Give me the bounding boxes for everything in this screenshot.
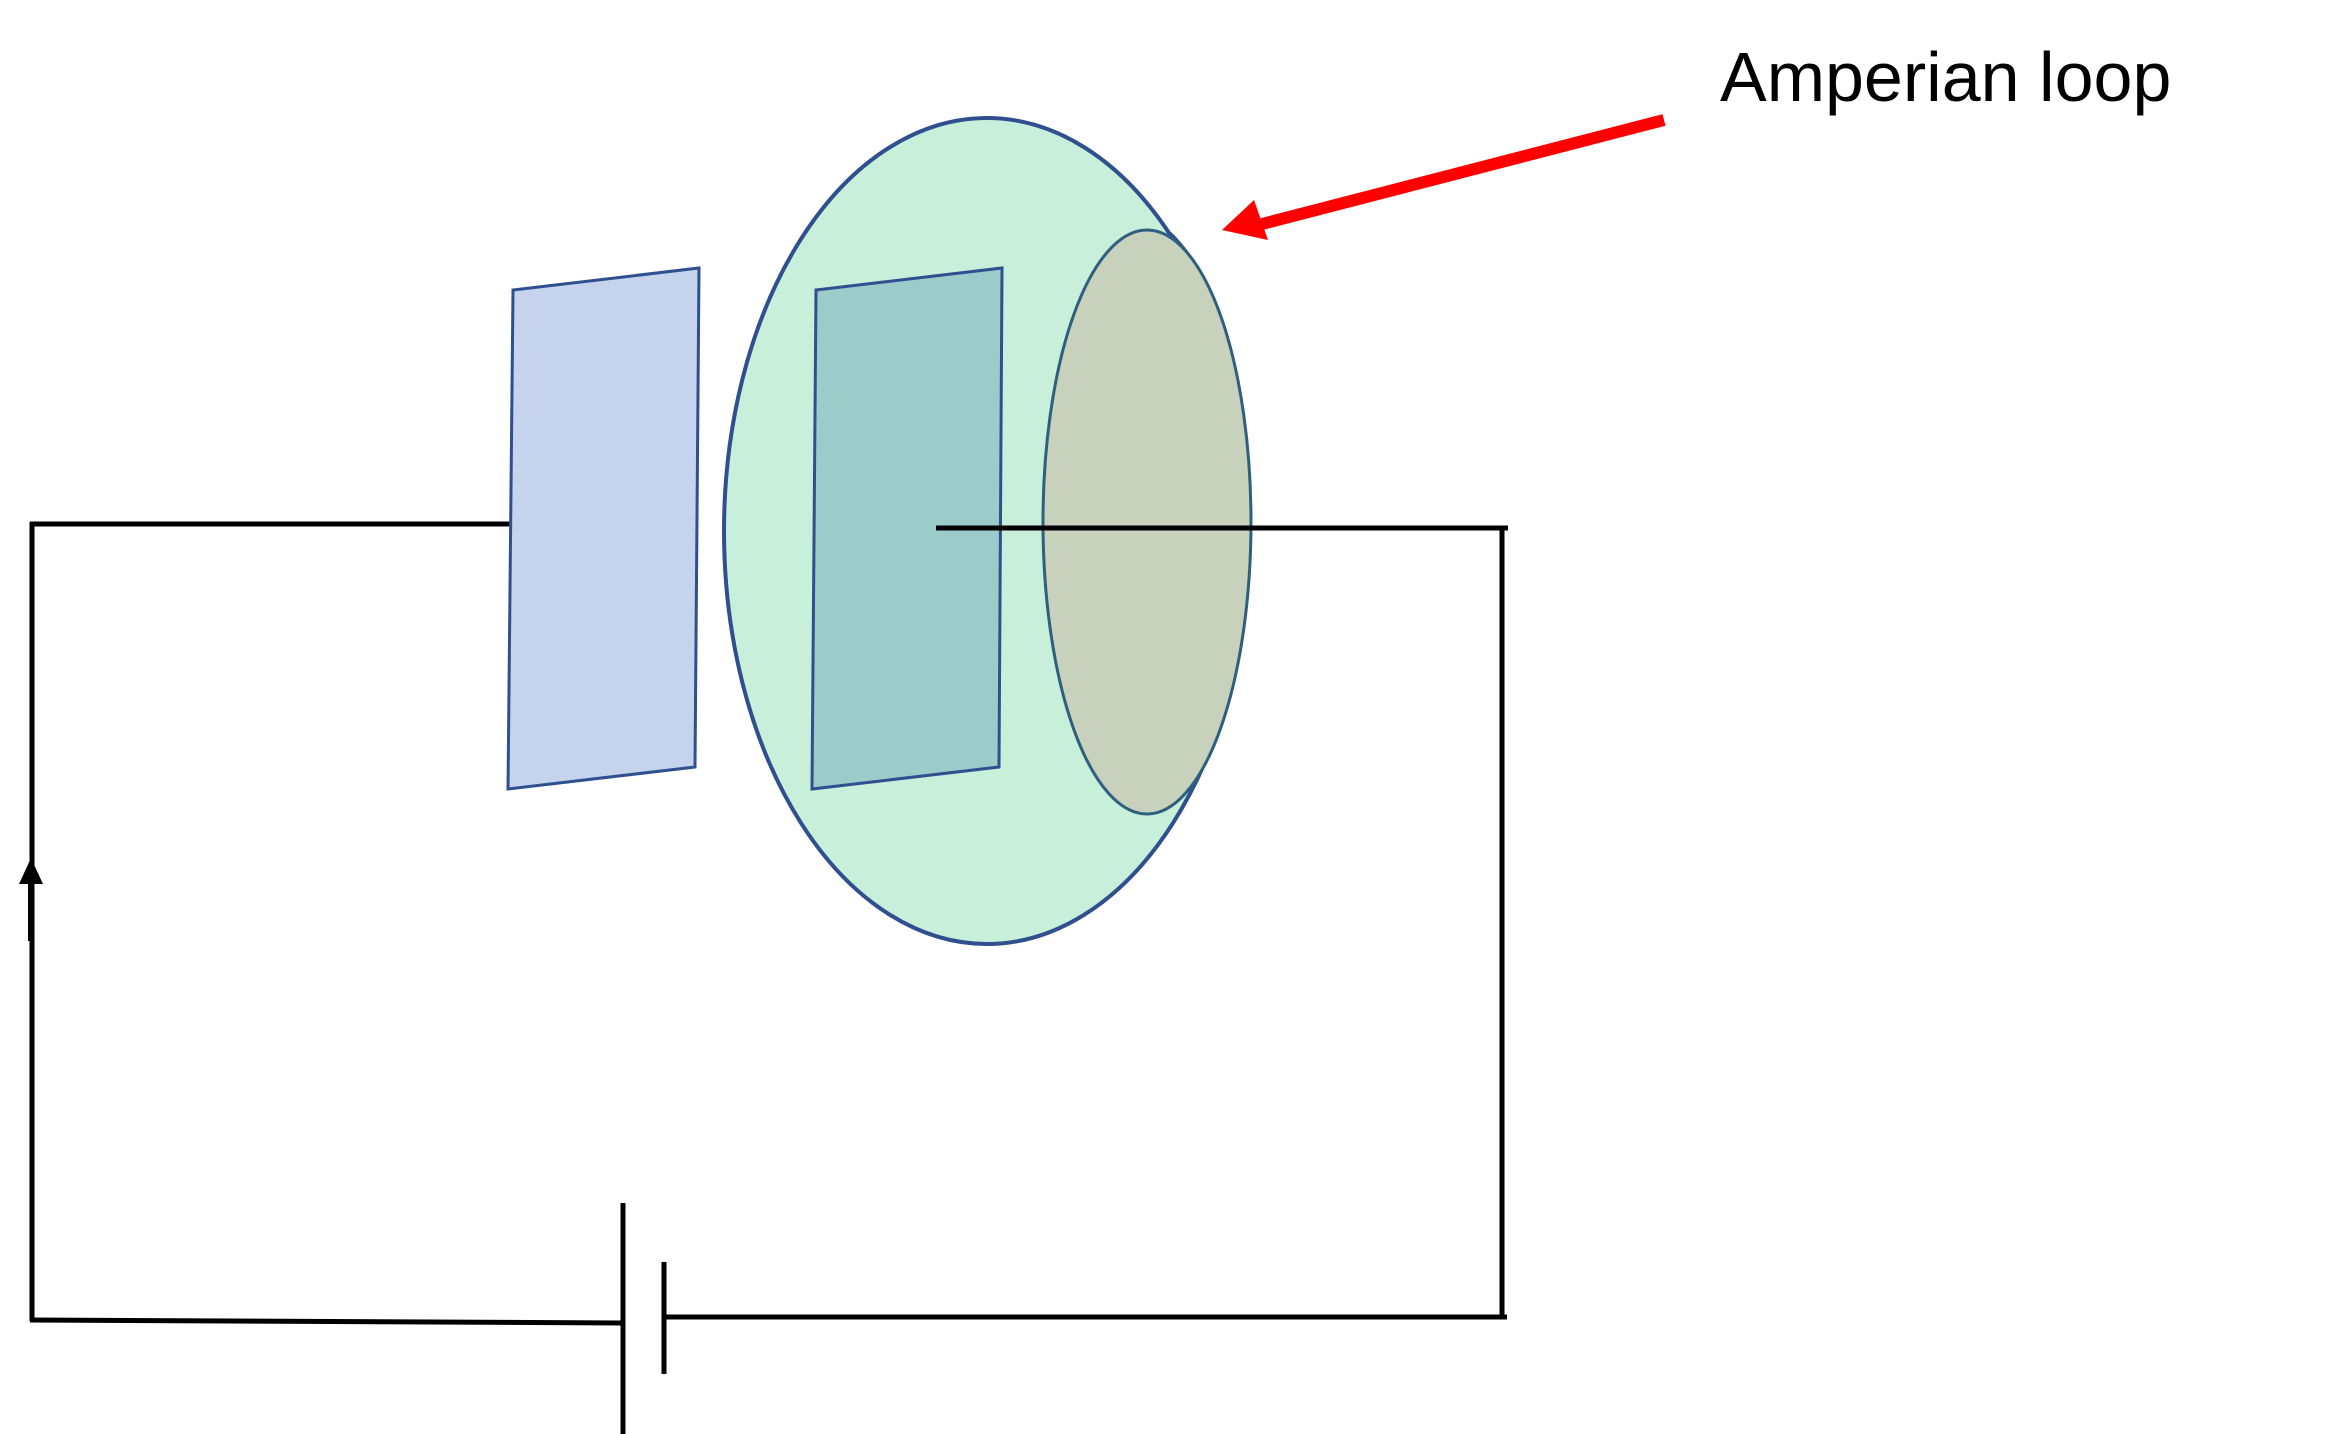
- amperian-loop-ellipse: [1041, 228, 1253, 816]
- capacitor-plate-left: [506, 266, 701, 791]
- up-arrow-icon: [19, 858, 43, 941]
- circuit-wires: [29, 521, 1507, 1326]
- battery-icon: [620, 1203, 667, 1434]
- annotation-arrow: [1222, 114, 1666, 240]
- capacitor-plate-right: [810, 266, 1004, 791]
- amperian-loop-label: Amperian loop: [1720, 38, 2171, 116]
- wire-bottom-left: [29, 1317, 623, 1326]
